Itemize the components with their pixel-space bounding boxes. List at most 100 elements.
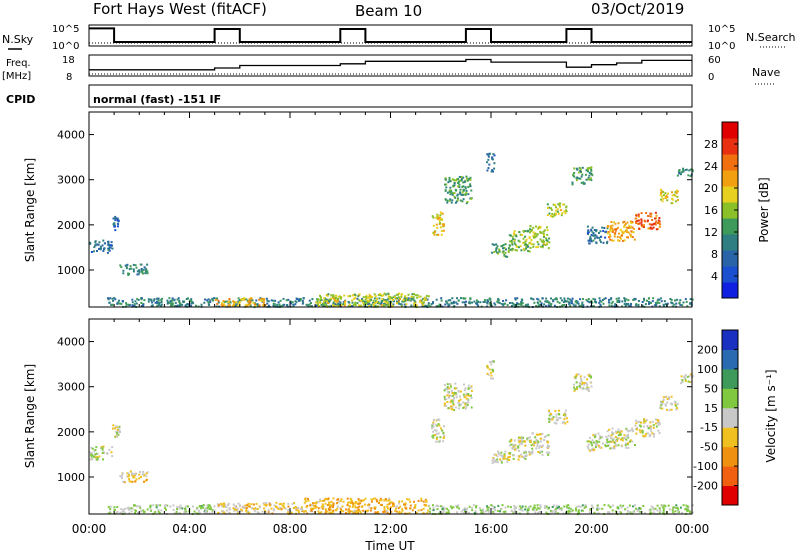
data-cell — [364, 298, 367, 301]
data-cell — [546, 229, 549, 232]
data-cell — [409, 507, 412, 510]
data-cell — [294, 506, 297, 508]
data-cell — [560, 507, 563, 510]
data-cell — [208, 304, 211, 306]
data-cell — [636, 509, 639, 512]
data-cell — [519, 233, 522, 236]
data-cell — [683, 376, 686, 379]
data-cell — [670, 301, 673, 304]
data-cell — [265, 503, 268, 506]
data-cell — [675, 302, 678, 305]
data-cell — [579, 298, 581, 301]
data-cell — [511, 249, 514, 252]
data-cell — [433, 418, 435, 421]
data-cell — [373, 297, 376, 300]
data-cell — [464, 403, 467, 406]
data-cell — [552, 416, 555, 419]
data-cell — [552, 300, 555, 303]
data-cell — [572, 174, 575, 177]
data-cell — [462, 509, 465, 512]
data-cell — [170, 299, 173, 302]
data-cell — [332, 504, 335, 506]
data-cell — [327, 293, 330, 296]
data-cell — [366, 504, 369, 507]
data-cell — [445, 183, 448, 186]
data-cell — [632, 227, 635, 230]
data-cell — [270, 299, 273, 302]
data-cell — [580, 304, 583, 307]
data-cell — [151, 301, 154, 304]
data-cell — [681, 304, 684, 307]
data-cell — [469, 178, 472, 181]
data-cell — [168, 297, 171, 300]
data-cell — [463, 383, 465, 386]
data-cell — [225, 300, 228, 303]
data-cell — [588, 242, 591, 245]
data-cell — [604, 231, 607, 234]
data-cell — [447, 509, 450, 512]
data-cell — [166, 302, 169, 305]
data-cell — [576, 386, 579, 389]
data-cell — [346, 497, 349, 500]
data-cell — [493, 460, 496, 463]
data-cell — [451, 297, 454, 300]
data-cell — [450, 191, 453, 194]
data-cell — [440, 427, 442, 430]
data-cell — [670, 202, 673, 205]
data-cell — [128, 478, 131, 481]
data-cell — [396, 505, 399, 508]
data-cell — [648, 301, 651, 303]
data-cell — [465, 509, 468, 512]
data-cell — [497, 299, 500, 302]
data-cell — [626, 435, 629, 438]
data-cell — [567, 507, 570, 510]
data-cell — [352, 503, 355, 506]
data-cell — [327, 497, 330, 500]
data-cell — [514, 297, 517, 300]
data-cell — [664, 192, 667, 195]
data-cell — [614, 510, 617, 513]
data-cell — [317, 501, 320, 504]
data-cell — [94, 453, 97, 456]
data-cell — [206, 299, 209, 302]
data-cell — [654, 301, 657, 304]
data-cell — [579, 377, 582, 380]
data-cell — [624, 300, 627, 303]
data-cell — [125, 302, 128, 305]
data-cell — [567, 512, 570, 515]
data-cell — [598, 507, 601, 510]
data-cell — [464, 193, 467, 196]
data-cell — [573, 167, 576, 170]
data-cell — [587, 390, 590, 393]
data-cell — [568, 303, 571, 306]
data-cell — [645, 419, 648, 422]
data-cell — [453, 409, 455, 411]
data-cell — [436, 213, 439, 216]
data-cell — [529, 246, 532, 249]
data-cell — [665, 194, 668, 197]
data-cell — [356, 502, 359, 505]
data-cell — [146, 272, 149, 275]
data-cell — [615, 228, 618, 231]
data-cell — [689, 298, 692, 301]
data-cell — [280, 305, 283, 308]
data-cell — [544, 435, 547, 438]
data-cell — [293, 502, 296, 504]
data-cell — [260, 297, 263, 300]
data-cell — [297, 298, 300, 301]
colorbar-tick-label: 16 — [704, 204, 718, 217]
data-cell — [282, 502, 285, 505]
data-cell — [110, 244, 113, 247]
data-cell — [630, 221, 633, 224]
data-cell — [587, 443, 590, 446]
data-cell — [354, 301, 357, 304]
data-cell — [190, 300, 193, 302]
data-cell — [494, 303, 497, 306]
colorbar-segment — [722, 266, 738, 283]
data-cell — [416, 294, 419, 297]
data-cell — [349, 295, 352, 298]
data-cell — [328, 298, 331, 301]
data-cell — [537, 433, 540, 436]
data-cell — [449, 505, 452, 508]
